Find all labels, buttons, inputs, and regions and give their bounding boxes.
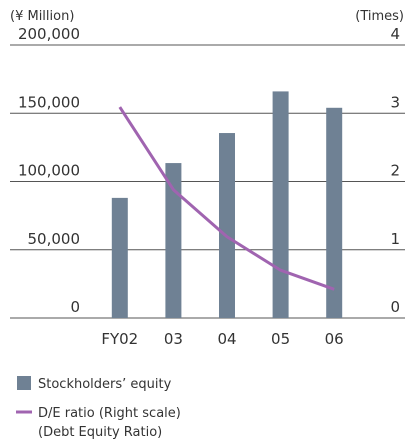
legend-note: (Debt Equity Ratio): [38, 425, 162, 440]
legend-label: D/E ratio (Right scale): [38, 406, 181, 421]
bar: [326, 107, 343, 318]
y2-tick-label: 1: [390, 230, 400, 248]
bar: [219, 133, 235, 318]
y-axis-label: (¥ Million): [10, 9, 74, 24]
line: [118, 106, 335, 291]
legend-label: Stockholders’ equity: [38, 377, 172, 392]
legend-swatch: [17, 376, 31, 390]
y2-tick-label: 0: [390, 298, 400, 316]
y-tick-label: 0: [70, 298, 80, 316]
x-tick-label: 06: [325, 330, 344, 348]
y-tick-label: 200,000: [18, 25, 80, 43]
y2-tick-label: 3: [390, 93, 400, 111]
y-tick-label: 50,000: [28, 230, 81, 248]
bar: [111, 197, 128, 318]
y-tick-label: 150,000: [18, 93, 80, 111]
y2-axis-label: (Times): [355, 9, 404, 24]
bar: [165, 163, 182, 318]
bar: [272, 91, 289, 318]
y2-tick-label: 2: [390, 162, 400, 180]
y2-tick-label: 4: [390, 25, 400, 43]
y-tick-label: 100,000: [18, 162, 80, 180]
x-tick-label: 05: [271, 330, 290, 348]
x-tick-label: FY02: [101, 330, 138, 348]
x-tick-label: 03: [164, 330, 183, 348]
x-tick-label: 04: [217, 330, 236, 348]
